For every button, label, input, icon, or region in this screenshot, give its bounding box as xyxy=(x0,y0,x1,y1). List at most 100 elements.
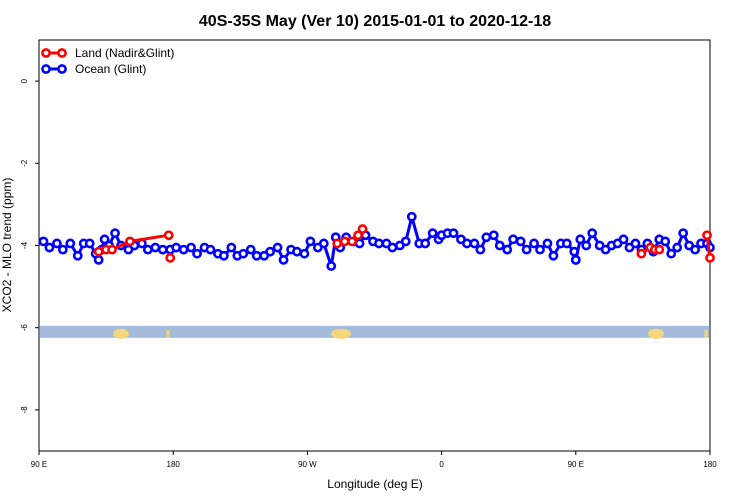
data-point xyxy=(305,236,316,247)
data-point xyxy=(529,238,539,249)
data-point xyxy=(494,240,505,251)
data-point xyxy=(186,242,196,253)
legend-label: Land (Nadir&Glint) xyxy=(75,46,174,60)
data-point xyxy=(38,236,49,247)
data-point xyxy=(72,250,83,261)
data-point xyxy=(575,234,586,245)
data-point xyxy=(660,236,671,247)
data-point xyxy=(587,228,598,239)
data-point xyxy=(570,254,581,265)
x-tick-label: 0 xyxy=(439,460,444,469)
data-point xyxy=(326,261,337,271)
data-point xyxy=(318,238,329,249)
y-tick-label: -8 xyxy=(20,406,29,414)
data-point xyxy=(448,228,459,239)
land-patch xyxy=(113,328,129,339)
x-tick-label: 90 E xyxy=(31,460,47,469)
data-point xyxy=(272,242,283,253)
data-point xyxy=(521,244,532,255)
ocean-band xyxy=(40,325,709,338)
y-tick-label: -4 xyxy=(20,241,29,249)
legend: Land (Nadir&Glint) Ocean (Glint) xyxy=(41,46,174,76)
data-point xyxy=(165,252,176,263)
data-point xyxy=(690,244,700,255)
data-point xyxy=(57,244,68,255)
data-point xyxy=(678,228,689,239)
data-point xyxy=(142,244,153,255)
data-point xyxy=(339,236,350,247)
data-point xyxy=(469,238,480,249)
data-point xyxy=(636,248,647,259)
data-point xyxy=(353,230,363,241)
data-point xyxy=(548,250,559,261)
data-point xyxy=(618,234,629,245)
data-point xyxy=(488,230,499,241)
data-point xyxy=(292,246,302,257)
data-point xyxy=(125,236,135,247)
y-axis-label: XCO2 - MLO trend (ppm) xyxy=(0,178,14,313)
data-point xyxy=(110,228,120,239)
land-patch xyxy=(166,329,170,338)
data-point xyxy=(508,234,519,245)
data-point xyxy=(561,238,572,249)
data-point xyxy=(278,254,289,265)
data-point xyxy=(462,238,472,249)
chart-title: 40S-35S May (Ver 10) 2015-01-01 to 2020-… xyxy=(199,13,551,30)
data-point xyxy=(420,238,431,249)
data-point xyxy=(666,248,677,259)
x-tick-label: 90 W xyxy=(298,460,317,469)
data-point xyxy=(705,252,715,263)
data-point xyxy=(702,230,712,241)
data-point xyxy=(93,254,104,265)
data-point xyxy=(581,240,592,251)
data-point xyxy=(427,228,438,239)
data-point xyxy=(99,234,110,245)
y-tick-label: -6 xyxy=(20,324,29,332)
legend-label: Ocean (Glint) xyxy=(75,62,146,76)
series-layer xyxy=(38,211,715,271)
data-point xyxy=(157,244,168,255)
x-tick-label: 180 xyxy=(167,460,181,469)
data-point xyxy=(299,248,310,259)
data-point xyxy=(630,238,641,249)
land-patch xyxy=(648,328,664,339)
data-point xyxy=(163,230,174,241)
data-point xyxy=(406,211,417,222)
y-tick-label: -2 xyxy=(20,159,29,167)
data-point xyxy=(226,242,237,253)
data-point xyxy=(84,238,95,249)
data-point xyxy=(265,246,276,257)
data-point xyxy=(357,224,368,234)
data-point xyxy=(51,238,62,249)
data-point xyxy=(251,250,262,261)
legend-marker xyxy=(41,64,51,74)
data-point xyxy=(218,250,229,261)
data-point xyxy=(44,242,55,253)
land-patch xyxy=(331,328,351,339)
data-point xyxy=(387,242,398,253)
data-point xyxy=(354,238,365,249)
data-point xyxy=(171,242,182,253)
land-band xyxy=(40,325,709,339)
data-point xyxy=(93,246,104,257)
data-point xyxy=(150,242,161,253)
data-point xyxy=(107,244,117,255)
data-point xyxy=(205,244,216,255)
data-point xyxy=(65,238,76,249)
data-point xyxy=(672,242,683,253)
data-point xyxy=(654,244,665,255)
data-point xyxy=(535,244,545,255)
data-point xyxy=(332,238,343,249)
data-point xyxy=(400,236,411,247)
data-point xyxy=(238,248,249,259)
data-point xyxy=(475,244,486,255)
x-tick-label: 180 xyxy=(703,460,717,469)
y-tick-label: 0 xyxy=(20,78,29,83)
data-point xyxy=(515,236,526,247)
data-point xyxy=(542,238,553,249)
series-land xyxy=(93,224,715,263)
land-patch xyxy=(704,329,708,338)
legend-marker xyxy=(41,48,51,58)
data-point xyxy=(481,232,492,243)
data-point xyxy=(192,248,202,259)
